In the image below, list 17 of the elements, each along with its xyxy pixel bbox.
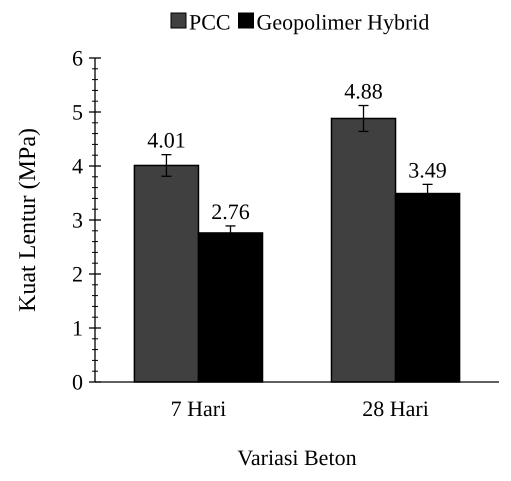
x-tick-label: 7 Hari — [170, 396, 226, 421]
legend-label: PCC — [189, 10, 231, 35]
data-label: 2.76 — [211, 198, 250, 224]
y-tick-label: 0 — [72, 370, 83, 395]
y-tick-label: 1 — [72, 316, 83, 341]
data-label: 3.49 — [408, 157, 447, 182]
y-tick-label: 4 — [72, 154, 83, 179]
y-tick-label: 6 — [72, 46, 83, 71]
y-tick-label: 2 — [72, 262, 83, 287]
data-label: 4.88 — [344, 78, 383, 104]
y-tick-label: 5 — [72, 100, 83, 125]
y-axis-title: Kuat Lentur (MPa) — [15, 128, 41, 312]
y-tick-label: 3 — [72, 208, 83, 233]
x-tick-label: 28 Hari — [362, 396, 429, 421]
x-axis-title: Variasi Beton — [237, 445, 357, 470]
legend-label: Geopolimer Hybrid — [256, 10, 430, 35]
data-label: 4.01 — [147, 128, 186, 153]
